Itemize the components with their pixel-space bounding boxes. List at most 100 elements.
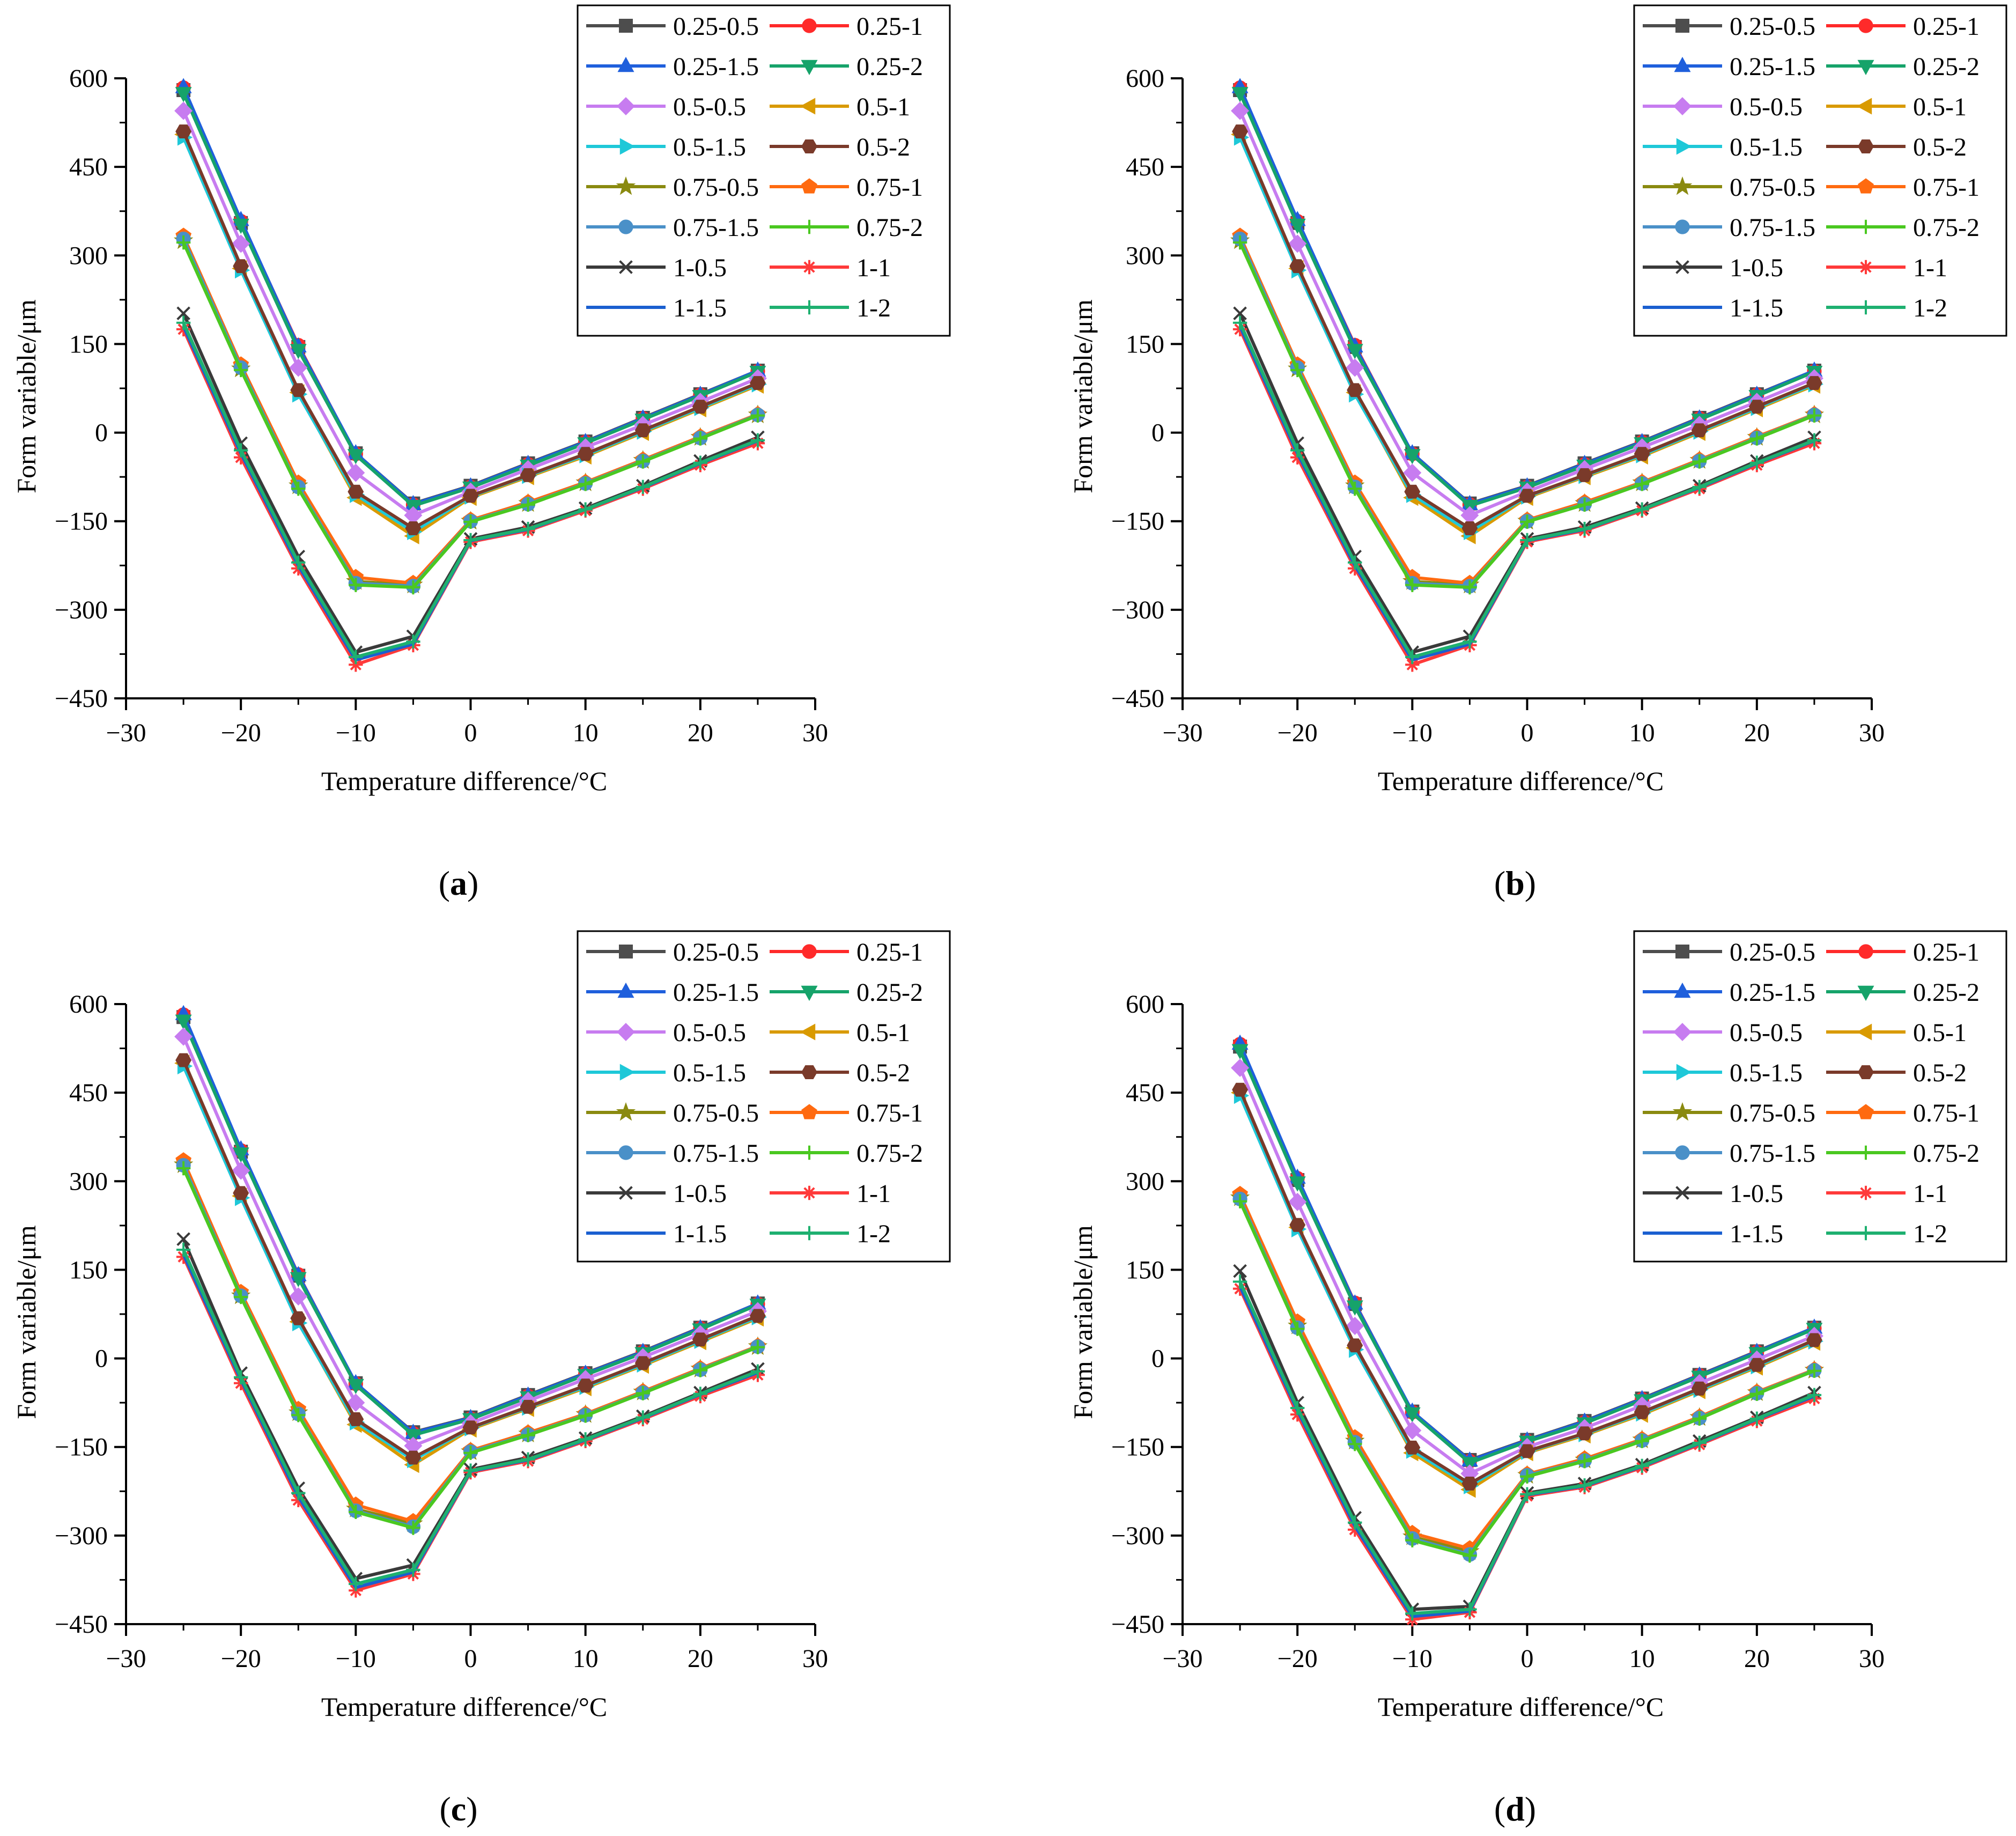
legend-marker bbox=[801, 1065, 817, 1079]
data-point bbox=[233, 1186, 249, 1200]
panel-label-open: ( bbox=[439, 864, 450, 902]
panel-label-letter: d bbox=[1505, 1790, 1525, 1828]
legend-marker bbox=[1672, 176, 1693, 195]
data-point bbox=[1461, 521, 1478, 535]
legend-entry-0.25-2: 0.25-2 bbox=[1826, 53, 1980, 81]
legend-entry-0.5-2: 0.5-2 bbox=[770, 133, 910, 161]
y-tick-label: 300 bbox=[69, 1167, 108, 1196]
legend-label: 0.5-0.5 bbox=[1730, 93, 1803, 121]
legend-label: 0.5-1 bbox=[1913, 1019, 1967, 1047]
legend-entry-0.25-1.5: 0.25-1.5 bbox=[1643, 53, 1815, 81]
legend-marker bbox=[1674, 982, 1691, 998]
series-1-0.5 bbox=[176, 1232, 765, 1586]
series-0.75-2 bbox=[1232, 235, 1822, 595]
data-point bbox=[291, 1486, 306, 1500]
legend-entry-0.75-1: 0.75-1 bbox=[770, 173, 923, 202]
data-point bbox=[1634, 1405, 1650, 1419]
legend-marker bbox=[616, 176, 636, 195]
data-point bbox=[1405, 578, 1420, 592]
legend-marker bbox=[617, 56, 634, 72]
data-point bbox=[463, 533, 478, 548]
legend-label: 0.75-1.5 bbox=[1730, 213, 1815, 242]
data-point bbox=[405, 521, 422, 535]
legend-entry-0.75-1.5: 0.75-1.5 bbox=[586, 1139, 759, 1168]
data-point bbox=[1635, 1434, 1649, 1448]
data-point bbox=[1691, 1381, 1708, 1396]
y-tick-label: −150 bbox=[55, 507, 108, 536]
legend-entry-0.75-1.5: 0.75-1.5 bbox=[1643, 213, 1815, 242]
data-point bbox=[750, 408, 765, 423]
data-point bbox=[176, 315, 191, 330]
legend-marker bbox=[800, 98, 816, 115]
data-point bbox=[1749, 455, 1764, 470]
legend-entry-0.75-1: 0.75-1 bbox=[1826, 1099, 1980, 1127]
y-tick-label: −300 bbox=[1111, 596, 1164, 624]
data-point bbox=[521, 497, 535, 512]
legend-entry-0.25-0.5: 0.25-0.5 bbox=[586, 938, 759, 967]
data-point bbox=[1348, 1515, 1362, 1530]
data-point bbox=[1807, 1363, 1822, 1378]
panel-label: (d) bbox=[1494, 1790, 1536, 1828]
x-tick-label: −30 bbox=[106, 719, 146, 747]
legend-entry-0.5-1.5: 0.5-1.5 bbox=[1643, 1059, 1803, 1087]
legend-label: 0.75-1.5 bbox=[673, 1139, 759, 1168]
x-axis-title: Temperature difference/°C bbox=[1378, 766, 1664, 796]
data-point bbox=[175, 87, 192, 102]
data-point bbox=[1405, 658, 1420, 672]
legend-label: 0.25-1 bbox=[856, 12, 923, 41]
data-point bbox=[636, 1386, 650, 1400]
y-tick-label: 0 bbox=[1151, 1345, 1164, 1373]
x-tick-label: 20 bbox=[688, 719, 713, 747]
data-point bbox=[1348, 555, 1362, 570]
x-axis-title: Temperature difference/°C bbox=[1378, 1692, 1664, 1722]
panel-label-close: ) bbox=[1525, 864, 1536, 902]
series-0.5-2 bbox=[1232, 124, 1822, 535]
legend-label: 1-1.5 bbox=[673, 294, 727, 322]
data-point bbox=[346, 1393, 365, 1412]
legend-entry-0.25-1: 0.25-1 bbox=[1826, 12, 1980, 41]
data-point bbox=[1520, 514, 1534, 529]
data-point bbox=[1692, 454, 1707, 469]
legend-label: 1-2 bbox=[856, 1220, 891, 1248]
legend-label: 1-1 bbox=[1913, 254, 1947, 282]
data-point bbox=[1807, 1388, 1822, 1403]
legend-entry-0.25-2: 0.25-2 bbox=[770, 978, 923, 1007]
panel-label-open: ( bbox=[439, 1790, 451, 1828]
legend-marker bbox=[802, 1226, 817, 1241]
series-0.75-2 bbox=[176, 1161, 765, 1535]
legend-label: 0.75-0.5 bbox=[673, 1099, 759, 1127]
x-tick-label: 20 bbox=[1744, 1645, 1770, 1673]
legend-label: 0.75-2 bbox=[1913, 213, 1980, 242]
legend-label: 0.75-2 bbox=[1913, 1139, 1980, 1168]
legend-entry-0.5-1: 0.5-1 bbox=[770, 93, 910, 121]
data-point bbox=[693, 431, 708, 446]
data-point bbox=[404, 1429, 422, 1444]
data-point bbox=[1520, 533, 1534, 548]
legend-entry-0.5-2: 0.5-2 bbox=[1826, 1059, 1967, 1087]
data-point bbox=[636, 480, 650, 495]
data-point bbox=[1461, 1457, 1478, 1472]
legend-marker bbox=[801, 60, 818, 76]
data-point bbox=[1346, 1300, 1363, 1316]
legend-label: 0.75-1.5 bbox=[673, 213, 759, 242]
data-point bbox=[1290, 1322, 1305, 1336]
legend-label: 1-0.5 bbox=[673, 254, 727, 282]
legend-marker bbox=[1676, 138, 1692, 155]
legend-label: 0.25-0.5 bbox=[673, 938, 759, 967]
legend-marker bbox=[801, 178, 817, 194]
series-group bbox=[1230, 78, 1825, 672]
legend-label: 0.25-1.5 bbox=[1730, 978, 1815, 1007]
y-axis-title: Form variable/μm bbox=[11, 299, 41, 493]
data-point bbox=[1231, 101, 1250, 120]
legend-label: 0.25-1.5 bbox=[1730, 53, 1815, 81]
legend-label: 0.5-1.5 bbox=[673, 133, 746, 161]
series-0.75-2 bbox=[176, 235, 765, 595]
legend-entry-1-1.5: 1-1.5 bbox=[1643, 294, 1783, 322]
data-point bbox=[349, 650, 363, 665]
data-point bbox=[175, 1014, 192, 1030]
legend-marker bbox=[802, 260, 817, 275]
data-point bbox=[1576, 1426, 1593, 1441]
legend-marker bbox=[1676, 1064, 1692, 1081]
y-tick-label: 0 bbox=[95, 1345, 108, 1373]
